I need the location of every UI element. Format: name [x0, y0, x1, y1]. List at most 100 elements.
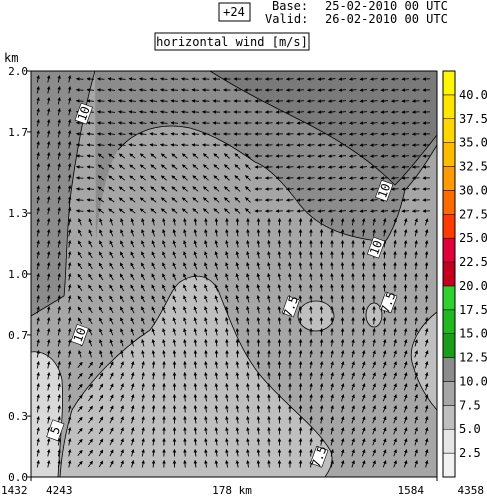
wind-arrow: [424, 416, 429, 424]
wind-arrow: [330, 372, 334, 380]
wind-arrow: [204, 404, 208, 413]
wind-arrow: [109, 262, 114, 270]
wind-arrow: [67, 107, 72, 116]
wind-arrow: [380, 165, 389, 169]
wind-arrow: [46, 338, 51, 347]
wind-arrow: [128, 132, 137, 136]
wind-arrow: [256, 262, 261, 270]
wind-arrow: [225, 316, 229, 325]
wind-arrow: [285, 176, 294, 180]
wind-arrow: [88, 229, 93, 237]
wind-arrow: [214, 360, 219, 369]
wind-arrow: [36, 195, 40, 204]
wind-arrow: [234, 153, 241, 159]
wind-arrow: [180, 110, 189, 114]
wind-arrow: [327, 77, 336, 81]
wind-arrow: [129, 186, 136, 192]
wind-arrow: [348, 154, 357, 158]
wind-arrow: [180, 132, 189, 136]
wind-arrow: [141, 426, 145, 435]
wind-arrow: [159, 143, 168, 147]
wind-arrow: [109, 416, 114, 424]
wind-arrow: [172, 251, 177, 259]
wind-arrow: [348, 88, 357, 92]
wind-arrow: [46, 272, 51, 281]
wind-arrow: [151, 229, 156, 237]
wind-arrow: [36, 96, 40, 105]
wind-arrow: [128, 99, 137, 103]
wind-arrow: [359, 176, 368, 180]
wind-arrow: [340, 438, 345, 446]
wind-arrow: [191, 77, 200, 81]
wind-arrow: [57, 294, 61, 303]
wind-arrow: [246, 360, 250, 369]
wind-arrow: [202, 197, 209, 203]
wind-arrow: [36, 206, 40, 215]
wind-arrow: [88, 306, 93, 314]
wind-arrow: [319, 283, 324, 292]
wind-arrow: [67, 151, 72, 160]
wind-arrow: [246, 426, 250, 435]
wind-arrow: [160, 164, 167, 170]
wind-arrow: [298, 305, 303, 314]
wind-arrow: [267, 448, 271, 457]
wind-arrow: [296, 110, 305, 114]
wind-arrow: [171, 153, 178, 159]
wind-arrow: [317, 110, 326, 114]
wind-arrow: [151, 262, 156, 270]
wind-arrow: [380, 77, 389, 81]
wind-arrow: [139, 186, 146, 192]
wind-arrow: [99, 229, 103, 237]
wind-arrow: [298, 382, 303, 391]
wind-arrow: [369, 121, 378, 125]
wind-arrow: [246, 295, 250, 303]
colorbar-label: 10.0: [459, 374, 487, 388]
wind-arrow: [424, 218, 429, 226]
wind-arrow: [67, 371, 72, 380]
wind-arrow: [213, 175, 220, 181]
wind-arrow: [151, 251, 156, 259]
wind-arrow: [120, 306, 124, 314]
wind-arrow: [317, 132, 326, 136]
wind-arrow: [36, 173, 40, 182]
wind-arrow: [359, 77, 368, 81]
wind-arrow: [139, 175, 146, 181]
wind-arrow: [170, 143, 179, 147]
wind-arrow: [67, 184, 72, 193]
wind-arrow: [36, 217, 40, 226]
wind-arrow: [86, 132, 95, 136]
wind-arrow: [120, 317, 124, 325]
wind-arrow: [109, 251, 114, 259]
wind-arrow: [193, 284, 198, 292]
wind-arrow: [296, 198, 305, 202]
wind-arrow: [118, 208, 126, 214]
colorbar-label: 17.5: [459, 303, 487, 317]
wind-arrow: [151, 371, 156, 380]
wind-arrow: [234, 197, 241, 203]
wind-arrow: [401, 176, 410, 180]
wind-arrow: [57, 371, 61, 380]
wind-arrow: [246, 371, 250, 380]
wind-arrow: [150, 208, 157, 214]
wind-arrow: [138, 99, 147, 103]
wind-arrow: [285, 110, 294, 114]
wind-arrow: [340, 272, 345, 281]
wind-arrow: [138, 143, 147, 147]
wind-arrow: [181, 164, 188, 170]
wind-arrow: [338, 187, 347, 191]
wind-arrow: [67, 195, 72, 204]
wind-arrow: [403, 427, 408, 435]
wind-arrow: [340, 217, 345, 226]
wind-arrow: [46, 107, 51, 116]
wind-arrow: [403, 372, 408, 380]
wind-arrow: [108, 153, 115, 159]
wind-arrow: [202, 208, 209, 214]
wind-arrow: [382, 327, 387, 336]
wind-arrow: [67, 327, 72, 336]
wind-arrow: [267, 294, 271, 303]
wind-arrow: [204, 251, 208, 259]
wind-arrow: [327, 198, 336, 202]
wind-arrow: [46, 217, 51, 226]
wind-arrow: [327, 132, 336, 136]
wind-arrow: [361, 383, 366, 391]
